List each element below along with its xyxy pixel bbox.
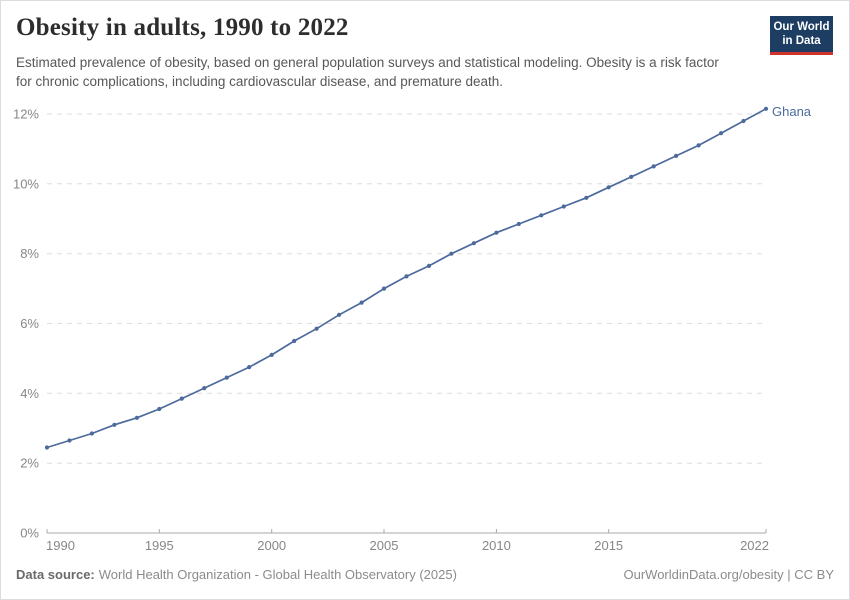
- owid-logo-line1: Our World: [773, 21, 830, 33]
- y-tick-label: 12%: [13, 107, 39, 122]
- data-point[interactable]: [202, 386, 207, 391]
- data-point[interactable]: [337, 312, 342, 317]
- x-tick-label: 2005: [370, 538, 399, 553]
- y-tick-label: 6%: [20, 316, 39, 331]
- x-tick-label: 2015: [594, 538, 623, 553]
- data-point[interactable]: [44, 445, 50, 450]
- y-tick-label: 8%: [20, 246, 39, 261]
- data-point[interactable]: [269, 352, 274, 357]
- data-point[interactable]: [224, 375, 229, 380]
- data-point[interactable]: [426, 263, 432, 268]
- x-tick-label: 2010: [482, 538, 511, 553]
- data-point[interactable]: [539, 213, 544, 218]
- y-tick-label: 0%: [20, 526, 39, 541]
- data-point[interactable]: [629, 174, 634, 179]
- data-point[interactable]: [584, 195, 589, 200]
- data-point[interactable]: [696, 143, 701, 148]
- x-tick-label: 1995: [145, 538, 174, 553]
- series-label-ghana[interactable]: Ghana: [772, 104, 812, 119]
- x-tick-label: 2000: [257, 538, 286, 553]
- data-point[interactable]: [134, 415, 139, 420]
- data-point[interactable]: [449, 251, 454, 256]
- data-point[interactable]: [247, 365, 252, 370]
- data-point[interactable]: [674, 153, 679, 158]
- chart-subtitle: Estimated prevalence of obesity, based o…: [16, 55, 719, 90]
- data-source-text[interactable]: World Health Organization - Global Healt…: [98, 567, 457, 582]
- chart-footer: Data source: World Health Organization - …: [16, 567, 834, 582]
- data-source-row: Data source: World Health Organization - …: [16, 567, 457, 582]
- owid-logo[interactable]: Our World in Data: [770, 16, 833, 56]
- data-point[interactable]: [651, 164, 656, 169]
- owid-logo-line2: in Data: [782, 35, 821, 48]
- x-tick-label: 2022: [740, 538, 769, 553]
- data-point[interactable]: [494, 230, 499, 235]
- data-point[interactable]: [741, 118, 746, 124]
- data-point[interactable]: [179, 396, 184, 401]
- data-point[interactable]: [471, 241, 476, 246]
- data-point[interactable]: [719, 131, 724, 136]
- data-point[interactable]: [89, 431, 94, 436]
- data-point[interactable]: [157, 406, 162, 412]
- data-point[interactable]: [561, 204, 566, 209]
- y-tick-label: 4%: [20, 386, 39, 401]
- x-tick-label: 1990: [46, 538, 75, 553]
- y-tick-label: 10%: [13, 176, 39, 191]
- footer-license-link[interactable]: OurWorldinData.org/obesity | CC BY: [623, 567, 835, 582]
- data-point[interactable]: [381, 286, 387, 291]
- data-point[interactable]: [404, 274, 409, 279]
- data-point[interactable]: [763, 106, 769, 111]
- page-title: Obesity in adults, 1990 to 2022: [16, 14, 349, 41]
- data-point[interactable]: [292, 338, 297, 344]
- data-point[interactable]: [314, 326, 319, 331]
- data-point[interactable]: [606, 185, 611, 190]
- data-point[interactable]: [67, 438, 72, 443]
- data-point[interactable]: [359, 300, 364, 305]
- data-source-label: Data source:: [16, 567, 95, 582]
- data-point[interactable]: [516, 221, 521, 227]
- y-tick-label: 2%: [20, 456, 39, 471]
- data-point[interactable]: [112, 422, 117, 427]
